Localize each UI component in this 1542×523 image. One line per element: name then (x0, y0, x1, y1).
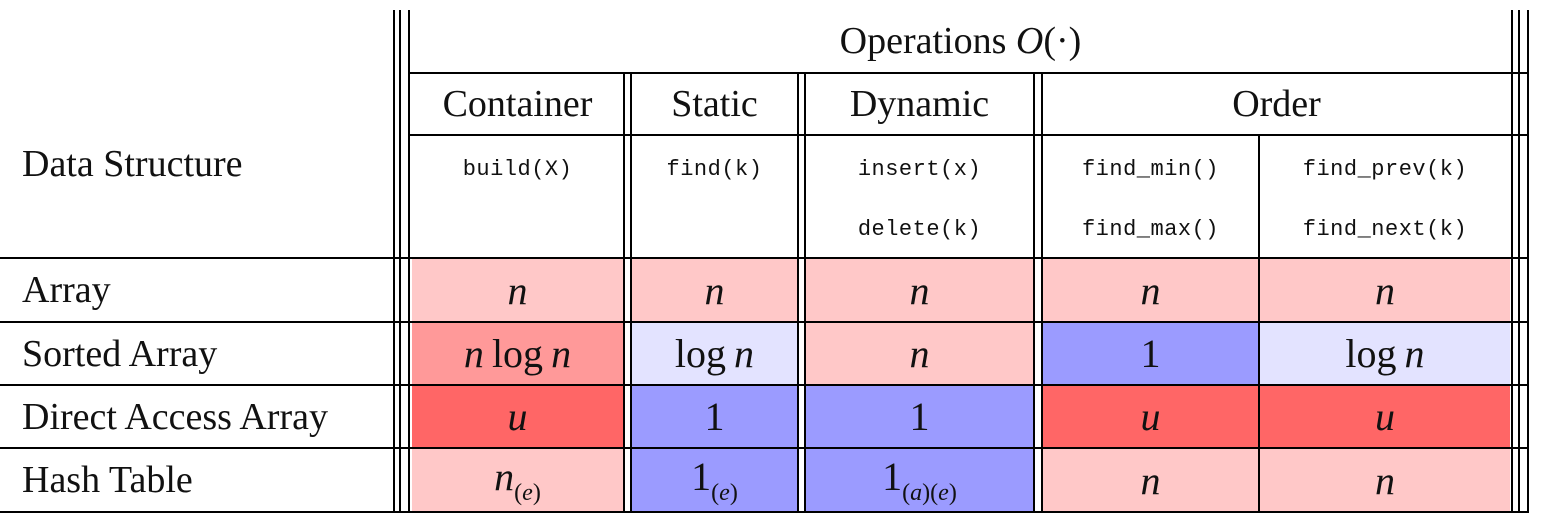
rule-right-double-2 (1518, 10, 1520, 513)
cell-bg (806, 323, 1033, 384)
rule-container-static-a (623, 72, 625, 513)
rule-right-double-1 (1511, 10, 1513, 513)
rule-left-double-1 (393, 10, 395, 513)
operations-prefix: Operations (839, 20, 1007, 62)
row-label-sorted-array: Sorted Array (22, 332, 218, 375)
formula-log-n: log n (674, 331, 755, 376)
group-header-dynamic: Dynamic (849, 83, 990, 125)
cell-array-static: n (704, 267, 725, 313)
cell-array-order-min: n (1140, 267, 1161, 313)
cell-sorted-array-order-prev: log n (1260, 323, 1510, 384)
formula-log-n: log n (1345, 331, 1425, 376)
rule-row-2 (0, 384, 1529, 386)
data-structure-label: Data Structure (22, 143, 243, 185)
row-label-array: Array (22, 269, 111, 311)
column-header-data-structure: Data Structure (22, 134, 243, 194)
cell-hash-static: 1(e) (632, 449, 797, 511)
rule-table-bottom (0, 511, 1529, 513)
op-delete: delete(k) (857, 217, 982, 242)
cell-hash-order-min: n (1140, 457, 1161, 503)
cell-array-order-prev: n (1375, 267, 1395, 313)
cell-array-container: n (507, 267, 528, 313)
cell-bg (806, 386, 1033, 447)
rule-row-1 (0, 321, 1529, 323)
op-build: build(X) (462, 156, 573, 182)
cell-bg (1260, 323, 1510, 384)
cell-daa-order-prev: u (1375, 394, 1395, 439)
rule-under-groups (410, 134, 1528, 136)
rule-container-static-b (630, 72, 632, 513)
group-header-static: Static (671, 83, 758, 125)
op-find-prev: find_prev(k) (1302, 156, 1468, 182)
cell-daa-static: 1 (704, 394, 725, 439)
cell-daa-order-min: u (1140, 394, 1161, 439)
group-header-order: Order (1232, 83, 1321, 125)
row-label-hash-table: Hash Table (22, 459, 193, 501)
formula-1-amortized-expected: 1(a)(e) (882, 454, 957, 506)
cell-bg (632, 259, 797, 321)
cell-bg (1260, 259, 1510, 321)
operations-arg: (·) (1043, 20, 1082, 62)
operations-symbol: O (1015, 20, 1044, 62)
cell-hash-dynamic: 1(a)(e) (806, 449, 1033, 511)
cell-bg (1043, 323, 1258, 384)
cell-bg (412, 323, 623, 384)
formula-n-expected: n(e) (494, 454, 541, 506)
rule-right-double-3 (1527, 10, 1529, 513)
cell-bg (412, 259, 623, 321)
rule-static-dynamic-a (797, 72, 799, 513)
op-find-next: find_next(k) (1302, 217, 1468, 242)
formula-n-log-n: n log n (463, 331, 572, 376)
op-find: find(k) (666, 156, 763, 182)
rule-dynamic-order-b (1041, 72, 1043, 513)
cell-bg (412, 449, 623, 511)
cell-bg (632, 323, 797, 384)
cell-bg (1260, 386, 1510, 447)
rule-header-bottom (0, 257, 1529, 259)
cell-bg (806, 449, 1033, 511)
cell-bg (632, 386, 797, 447)
cell-bg (806, 259, 1033, 321)
operations-title: Operations O (·) (410, 12, 1511, 70)
cell-bg (632, 449, 797, 511)
cell-array-dynamic: n (909, 267, 930, 313)
op-find-max: find_max() (1081, 217, 1220, 242)
rule-static-dynamic-b (804, 72, 806, 513)
cell-hash-order-prev: n (1375, 457, 1395, 503)
rule-dynamic-order-a (1033, 72, 1035, 513)
rule-row-3 (0, 447, 1529, 449)
group-header-container: Container (442, 83, 593, 125)
cell-bg (1043, 386, 1258, 447)
rule-under-operations (410, 72, 1528, 74)
cell-bg (1260, 449, 1510, 511)
op-insert: insert(x) (857, 156, 982, 182)
cell-bg (1043, 259, 1258, 321)
row-label-direct-access-array: Direct Access Array (22, 395, 328, 438)
cell-sorted-array-order-min: 1 (1140, 331, 1161, 376)
rule-order-split (1258, 134, 1260, 513)
op-find-min: find_min() (1081, 156, 1220, 182)
formula-1-expected: 1(e) (691, 454, 738, 506)
cell-hash-container: n(e) (412, 449, 623, 511)
cell-bg (1043, 449, 1258, 511)
cell-sorted-array-static: log n (632, 323, 797, 384)
rule-left-double-3 (408, 10, 410, 513)
cell-daa-dynamic: 1 (909, 394, 930, 439)
cell-sorted-array-dynamic: n (909, 331, 930, 376)
cell-bg (412, 386, 623, 447)
cell-sorted-array-container: n log n (412, 323, 623, 384)
rule-left-double-2 (399, 10, 401, 513)
cell-daa-container: u (507, 394, 528, 439)
